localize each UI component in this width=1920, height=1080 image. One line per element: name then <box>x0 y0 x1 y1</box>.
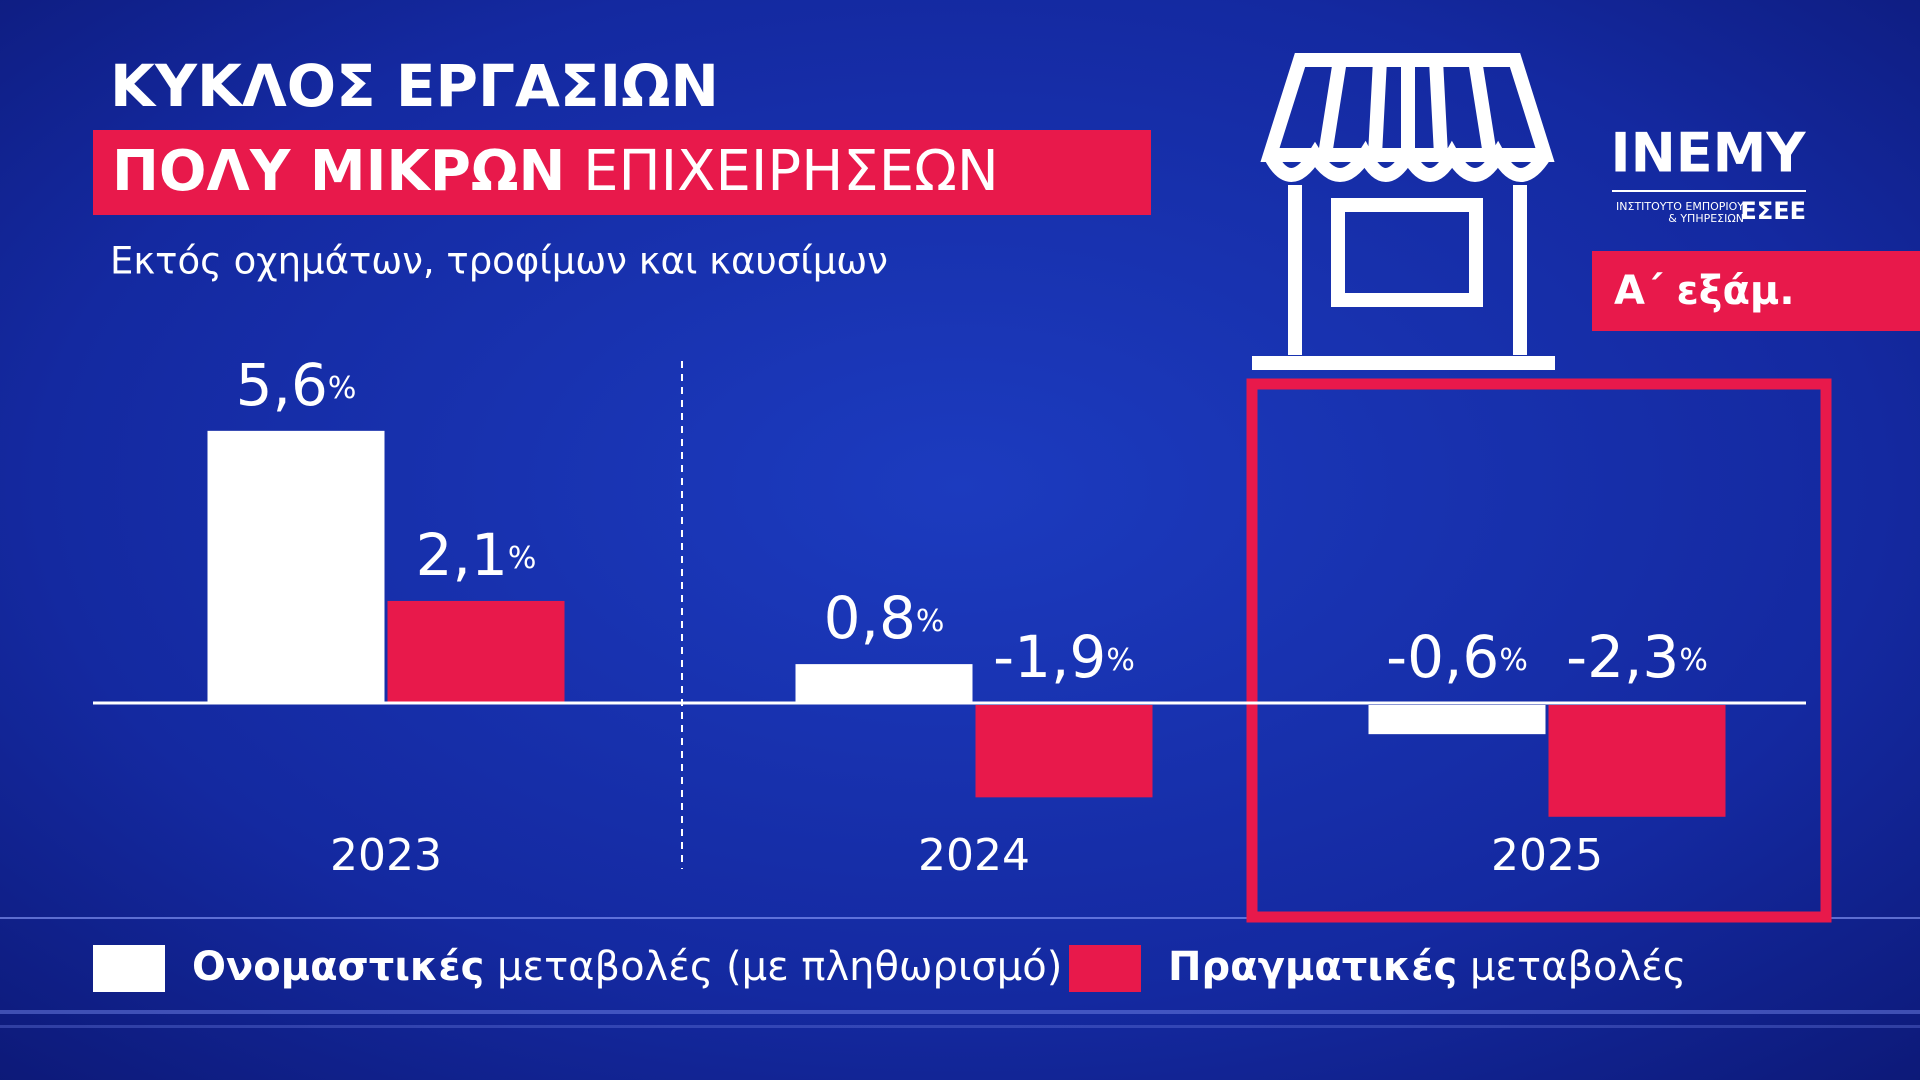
bar <box>975 705 1153 798</box>
logo-line: & ΥΠΗΡΕΣΙΩΝ <box>1668 212 1744 225</box>
legend-swatch <box>1069 945 1141 992</box>
period-label: Α΄ εξάμ. <box>1614 268 1795 314</box>
period-box <box>1592 251 1920 331</box>
value-label: 0,8% <box>824 584 945 652</box>
value-label: 2,1% <box>416 521 537 589</box>
bar <box>1368 705 1546 735</box>
value-label: -0,6% <box>1386 623 1528 691</box>
logo-name: ΙΝΕΜΥ <box>1610 122 1806 185</box>
bar <box>207 430 385 703</box>
title-regular: ΕΠΙΧΕΙΡΗΣΕΩΝ <box>583 139 999 204</box>
logo-org: ΕΣΕΕ <box>1740 197 1806 225</box>
value-label: 5,6% <box>236 351 357 419</box>
plot: 2023 5,6% 2,1% 2024 0,8% -1,9% 2025 -0,6% -2,3% <box>207 351 1726 881</box>
x-tick-label: 2025 <box>1491 830 1603 881</box>
title-highlight: ΠΟΛΥ ΜΙΚΡΩΝ ΕΠΙΧΕΙΡΗΣΕΩΝ <box>112 139 999 204</box>
store-icon <box>1252 53 1555 370</box>
stripe <box>0 1010 1920 1014</box>
legend: Ονομαστικές μεταβολές (με πληθωρισμό) Πρα… <box>93 944 1686 992</box>
x-tick-label: 2024 <box>918 830 1030 881</box>
title-bold: ΠΟΛΥ ΜΙΚΡΩΝ <box>112 139 565 204</box>
legend-swatch <box>93 945 165 992</box>
legend-label: Πραγματικές μεταβολές <box>1168 944 1686 990</box>
subtitle: Εκτός οχημάτων, τροφίμων και καυσίμων <box>110 240 888 283</box>
value-label: -2,3% <box>1566 623 1708 691</box>
logo-line: ΙΝΣΤΙΤΟΥΤΟ ΕΜΠΟΡΙΟΥ <box>1616 200 1744 213</box>
x-tick-label: 2023 <box>330 830 442 881</box>
value-label: -1,9% <box>993 623 1135 691</box>
stripe <box>0 1025 1920 1028</box>
bar <box>1548 705 1726 817</box>
title-banner <box>93 130 1151 215</box>
legend-label: Ονομαστικές μεταβολές (με πληθωρισμό) <box>192 944 1062 990</box>
bar <box>387 600 565 703</box>
chart-title: ΚΥΚΛΟΣ ΕΡΓΑΣΙΩΝ <box>110 52 719 120</box>
bar <box>795 664 973 703</box>
highlight-frame <box>1246 378 1832 923</box>
